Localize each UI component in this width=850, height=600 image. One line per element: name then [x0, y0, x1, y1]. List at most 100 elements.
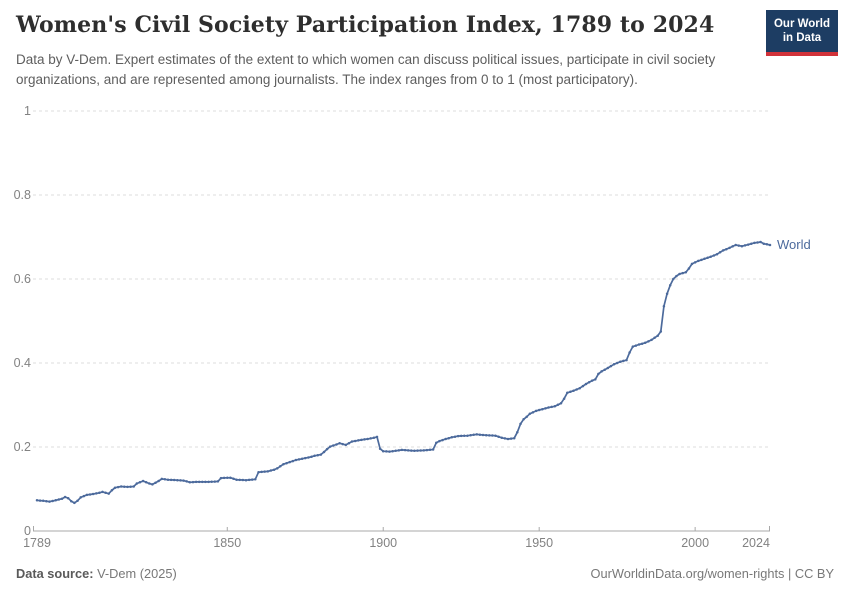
data-point [765, 243, 769, 246]
data-point [207, 480, 210, 484]
data-point [650, 338, 653, 342]
data-point [759, 240, 762, 244]
data-point [428, 448, 432, 452]
data-point [750, 242, 753, 245]
data-point [366, 437, 369, 441]
data-point [210, 480, 213, 483]
data-point [400, 448, 404, 452]
data-point [687, 267, 691, 270]
data-point [740, 244, 744, 248]
data-point [488, 434, 491, 437]
data-point [76, 499, 79, 503]
data-point [310, 455, 313, 458]
data-point [360, 438, 363, 442]
data-point [151, 483, 154, 486]
data-point [681, 271, 684, 275]
data-point [550, 405, 553, 409]
data-point [469, 433, 472, 437]
data-point [425, 448, 429, 452]
data-point [254, 478, 257, 481]
data-point [347, 441, 351, 445]
data-point [341, 442, 344, 446]
data-point [63, 495, 67, 499]
data-point [622, 359, 625, 363]
data-point [328, 445, 332, 448]
data-point [525, 415, 528, 419]
owid-logo-line2: in Data [782, 32, 822, 45]
data-point [721, 249, 725, 252]
data-point [606, 366, 610, 370]
data-point [138, 481, 142, 484]
data-point [668, 284, 672, 287]
data-point [531, 411, 535, 414]
data-point [706, 256, 709, 260]
data-point [322, 450, 326, 454]
world-line-series[interactable] [36, 241, 771, 504]
data-point [132, 485, 135, 488]
data-point [216, 480, 220, 483]
data-point [578, 386, 581, 390]
data-point [522, 418, 525, 421]
data-point [643, 341, 647, 345]
data-point [166, 478, 170, 482]
y-tick-label: 0.8 [13, 188, 31, 202]
data-point [388, 450, 391, 453]
data-point [332, 444, 335, 447]
data-point [631, 345, 635, 348]
data-point [126, 485, 129, 489]
data-point [104, 491, 107, 495]
data-point [484, 433, 488, 437]
data-point [544, 407, 547, 410]
data-point [656, 334, 659, 337]
data-point [612, 363, 616, 366]
data-point [282, 462, 285, 466]
data-point [472, 433, 475, 437]
data-point [176, 478, 179, 482]
data-point [406, 449, 410, 452]
data-point [422, 449, 426, 452]
data-point [634, 344, 638, 347]
data-point [123, 485, 126, 488]
data-point [197, 480, 201, 484]
data-point [447, 436, 450, 440]
data-point [712, 254, 716, 257]
data-point [54, 499, 57, 502]
data-point [715, 252, 719, 256]
credit-link[interactable]: OurWorldinData.org/women-rights | CC BY [590, 566, 834, 581]
data-point [57, 498, 61, 501]
data-point [466, 434, 469, 437]
x-tick-label: 1789 [23, 536, 51, 550]
data-point [45, 499, 48, 503]
data-point [587, 381, 591, 384]
data-point [500, 436, 504, 440]
owid-logo[interactable]: Our World in Data [766, 10, 838, 56]
data-point [584, 382, 588, 386]
data-point [241, 478, 245, 482]
data-point [700, 258, 703, 262]
data-point [547, 406, 550, 409]
data-point [113, 486, 117, 489]
data-point [541, 407, 544, 411]
data-point [609, 364, 613, 368]
data-point [381, 449, 385, 453]
x-tick-label: 2024 [742, 536, 770, 550]
data-point [35, 499, 39, 502]
data-point [129, 485, 132, 488]
data-point [566, 391, 569, 395]
data-point [391, 449, 394, 453]
data-point [88, 493, 92, 496]
data-point [537, 408, 541, 412]
data-point [213, 480, 217, 483]
series-label-world[interactable]: World [777, 237, 811, 252]
data-point [154, 481, 157, 484]
data-point [269, 469, 273, 472]
data-point [637, 343, 641, 346]
data-point [66, 496, 70, 500]
data-point [743, 244, 747, 247]
data-point [372, 436, 376, 440]
data-point [459, 434, 463, 438]
data-point [260, 470, 263, 474]
data-point [385, 450, 388, 453]
data-point [338, 441, 341, 445]
